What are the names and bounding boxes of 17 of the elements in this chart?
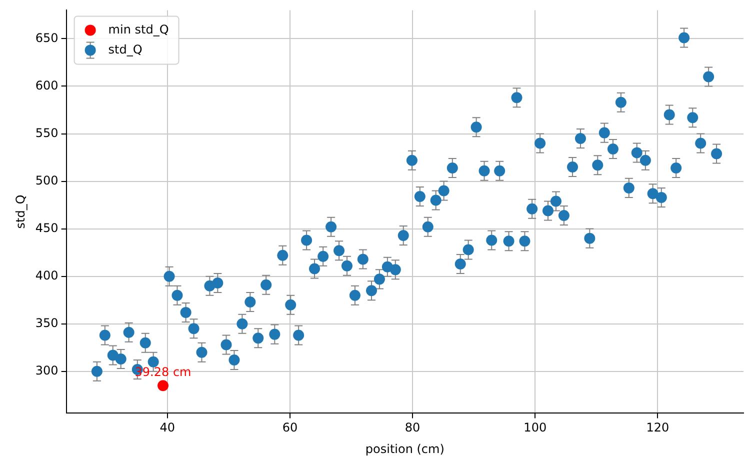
y-tick-label: 600 xyxy=(35,78,58,92)
y-tick-label: 400 xyxy=(35,268,58,282)
y-tick-label: 500 xyxy=(35,173,58,188)
y-tick-label: 650 xyxy=(35,30,58,45)
x-tick-label: 40 xyxy=(160,420,176,435)
y-tick-label: 350 xyxy=(35,316,58,330)
x-tick-label: 60 xyxy=(282,420,298,435)
legend-label: min std_Q xyxy=(108,22,169,36)
x-tick-label: 80 xyxy=(404,420,420,435)
legend-label: std_Q xyxy=(108,42,142,56)
y-tick-label: 550 xyxy=(35,126,58,140)
x-axis-title: position (cm) xyxy=(365,442,444,456)
x-tick-label: 100 xyxy=(524,420,547,435)
x-tick-label: 120 xyxy=(646,420,670,435)
y-axis-title: std_Q xyxy=(13,194,28,229)
y-tick-label: 450 xyxy=(35,220,58,235)
y-tick-label: 300 xyxy=(35,364,58,378)
